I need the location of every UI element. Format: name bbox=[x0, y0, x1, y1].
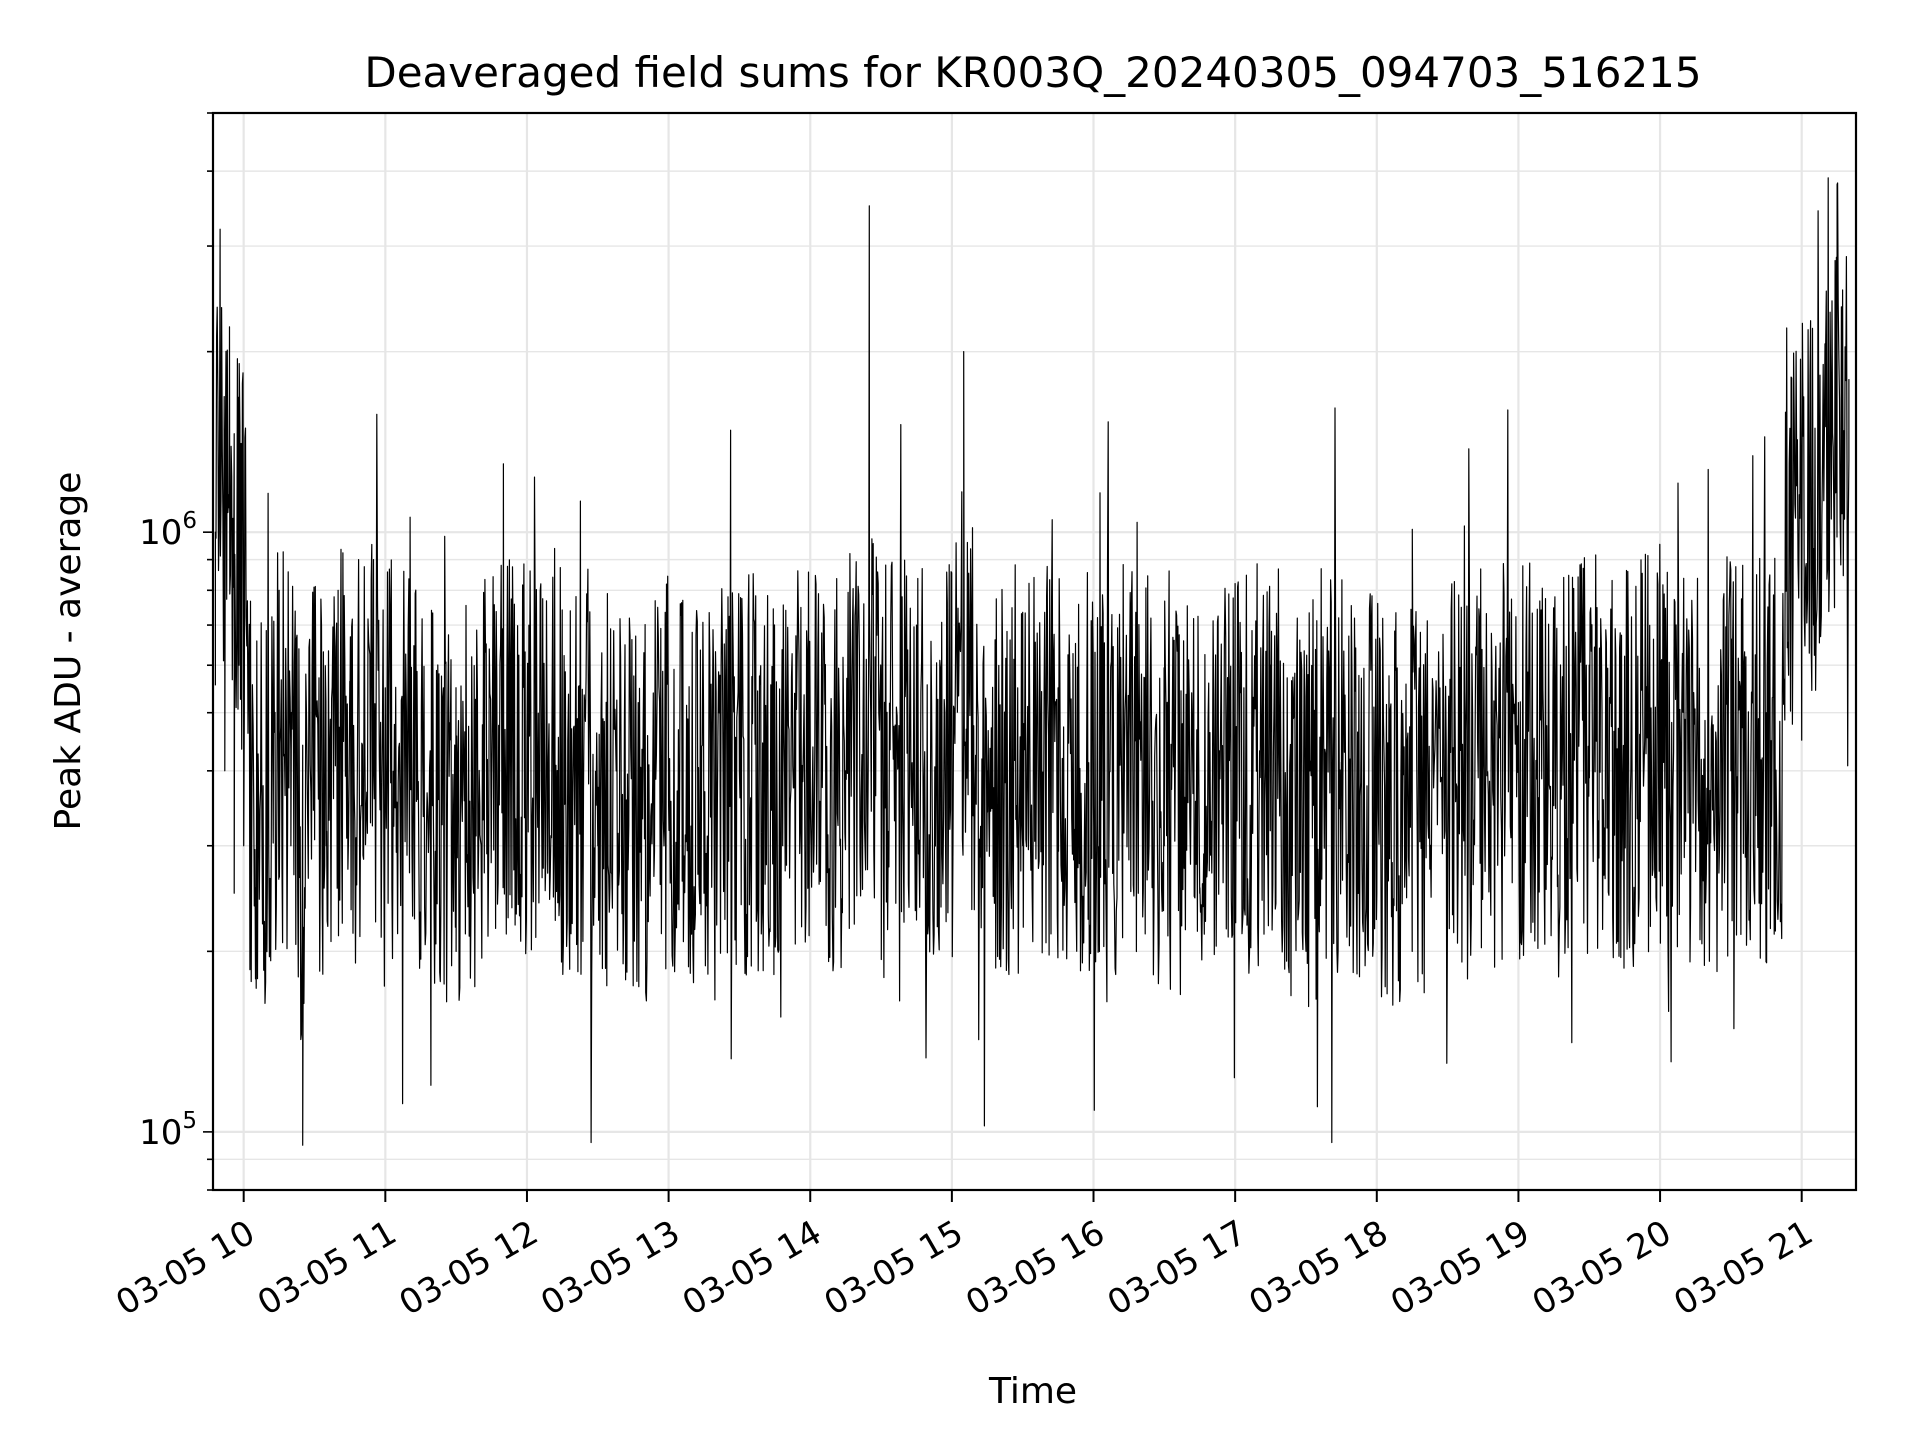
x-axis-label: Time bbox=[988, 1371, 1077, 1412]
y-tick-label: 105 bbox=[139, 1108, 197, 1153]
series-layer bbox=[214, 177, 1850, 1146]
series-line bbox=[214, 177, 1850, 1146]
chart-title: Deaveraged field sums for KR003Q_2024030… bbox=[364, 48, 1701, 97]
y-axis: 105 106 bbox=[139, 112, 213, 1191]
plot-frame bbox=[211, 111, 1858, 1192]
y-tick-label: 106 bbox=[139, 508, 197, 553]
y-axis-label: Peak ADU - average bbox=[48, 472, 89, 831]
